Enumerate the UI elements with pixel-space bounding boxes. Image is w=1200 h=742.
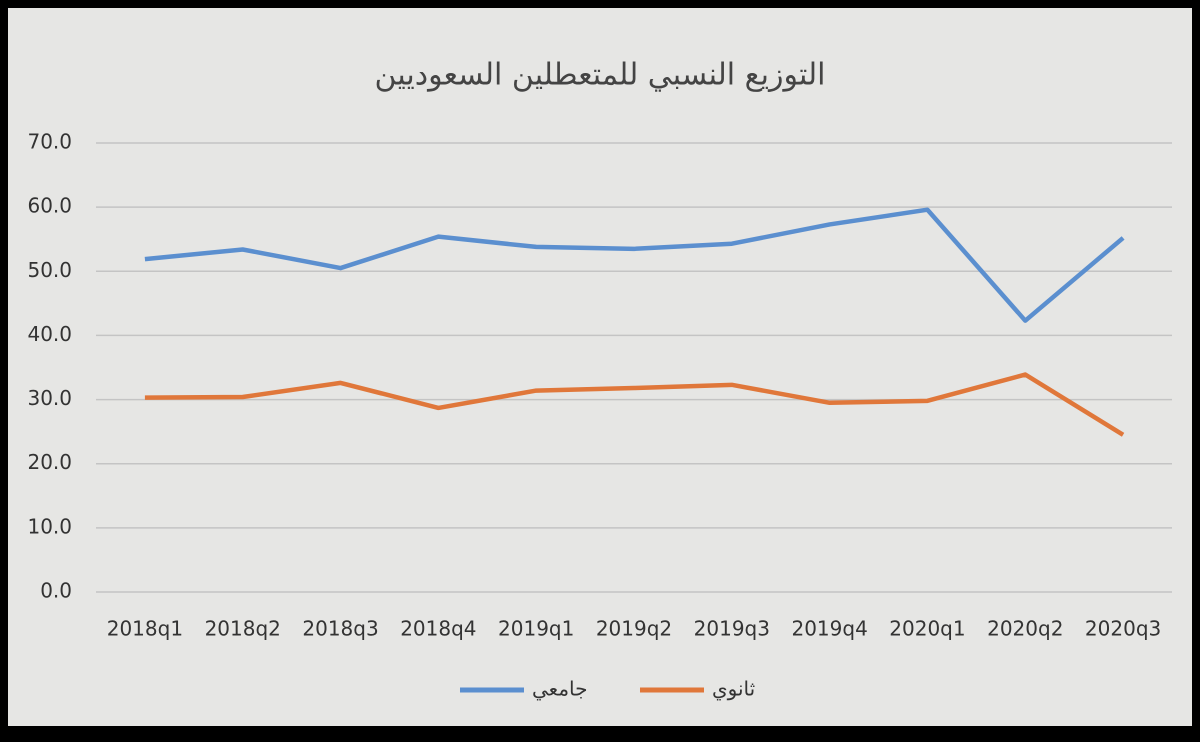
x-tick-label: 2018q4: [400, 617, 476, 641]
y-tick-label: 0.0: [40, 579, 72, 603]
x-tick-label: 2019q1: [498, 617, 574, 641]
x-tick-label: 2019q3: [694, 617, 770, 641]
x-tick-label: 2020q3: [1085, 617, 1161, 641]
y-tick-label: 10.0: [27, 514, 72, 538]
x-tick-label: 2019q2: [596, 617, 672, 641]
data-line: [144, 372, 1125, 437]
x-tick-label: 2018q1: [107, 617, 183, 641]
x-tick-label: 2018q2: [205, 617, 281, 641]
y-tick-label: 60.0: [27, 194, 72, 218]
y-tick-label: 50.0: [27, 258, 72, 282]
chart-title: التوزيع النسبي للمتعطلين السعوديين: [375, 58, 826, 93]
y-tick-label: 20.0: [27, 450, 72, 474]
y-tick-label: 40.0: [27, 322, 72, 346]
x-tick-label: 2020q1: [889, 617, 965, 641]
x-tick-label: 2020q2: [987, 617, 1063, 641]
chart-background: [8, 8, 1192, 726]
data-line: [144, 207, 1125, 323]
x-tick-label: 2019q4: [791, 617, 867, 641]
legend-label: جامعي: [532, 677, 588, 702]
y-tick-label: 30.0: [27, 386, 72, 410]
legend-label: ثانوي: [712, 677, 755, 702]
y-tick-label: 70.0: [27, 130, 72, 154]
x-tick-label: 2018q3: [302, 617, 378, 641]
